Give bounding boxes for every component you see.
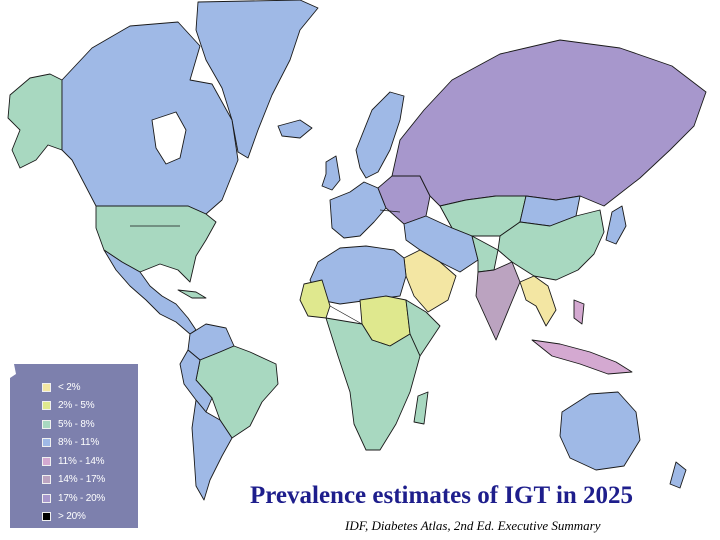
region-southern-cone [191, 399, 233, 501]
region-saudi-arabia [403, 249, 457, 313]
legend-label: 2% - 5% [58, 400, 95, 411]
region-iceland [277, 119, 313, 139]
legend-swatch [42, 512, 51, 521]
region-middle-east [403, 215, 479, 273]
legend-item: 11% - 14% [42, 454, 105, 468]
hudson-bay [151, 111, 187, 165]
map-title: Prevalence estimates of IGT in 2025 [250, 482, 634, 509]
region-russia [391, 39, 707, 207]
legend-item: 14% - 17% [42, 473, 105, 487]
legend-swatch [42, 438, 51, 447]
map-source-caption: IDF, Diabetes Atlas, 2nd Ed. Executive S… [345, 518, 601, 533]
legend-item: > 20% [42, 510, 86, 524]
legend-label: 5% - 8% [58, 418, 95, 430]
legend-item: 17% - 20% [42, 491, 105, 505]
legend-item: 5% - 8% [42, 417, 95, 431]
region-scandinavia [355, 91, 405, 179]
region-new-zealand [669, 461, 687, 489]
legend-swatch [42, 493, 51, 503]
region-japan [605, 205, 627, 245]
region-greenland [195, 0, 319, 159]
legend-swatch [42, 419, 51, 429]
region-western-europe [329, 181, 387, 239]
region-eastern-europe [377, 175, 431, 225]
legend-swatch [42, 401, 51, 410]
legend-label: 14% - 17% [58, 474, 106, 485]
region-australia [559, 391, 641, 471]
region-india [475, 261, 521, 341]
region-indonesia [531, 339, 633, 375]
legend-swatch [42, 475, 51, 484]
legend-label: > 20% [58, 511, 86, 522]
legend-label: 11% - 14% [58, 455, 105, 467]
region-alaska [7, 73, 63, 169]
region-uk [321, 155, 341, 191]
legend: < 2% 2% - 5% 5% - 8% 8% - 11% 11% - 14% 14% -… [10, 364, 138, 528]
region-southeast-asia [519, 275, 557, 327]
legend-swatch [42, 382, 51, 392]
legend-label: 17% - 20% [58, 492, 106, 504]
region-madagascar [413, 391, 429, 425]
legend-label: < 2% [58, 381, 81, 393]
legend-item: 8% - 11% [42, 436, 99, 450]
legend-item: < 2% [42, 380, 80, 394]
region-philippines [573, 299, 585, 325]
region-caribbean [177, 289, 207, 299]
legend-label: 8% - 11% [58, 437, 100, 448]
region-canada [61, 21, 239, 215]
legend-swatch [42, 456, 51, 466]
region-horn-of-africa [405, 299, 441, 357]
legend-item: 2% - 5% [42, 399, 95, 413]
region-usa [95, 205, 217, 283]
region-central-africa [325, 317, 421, 451]
